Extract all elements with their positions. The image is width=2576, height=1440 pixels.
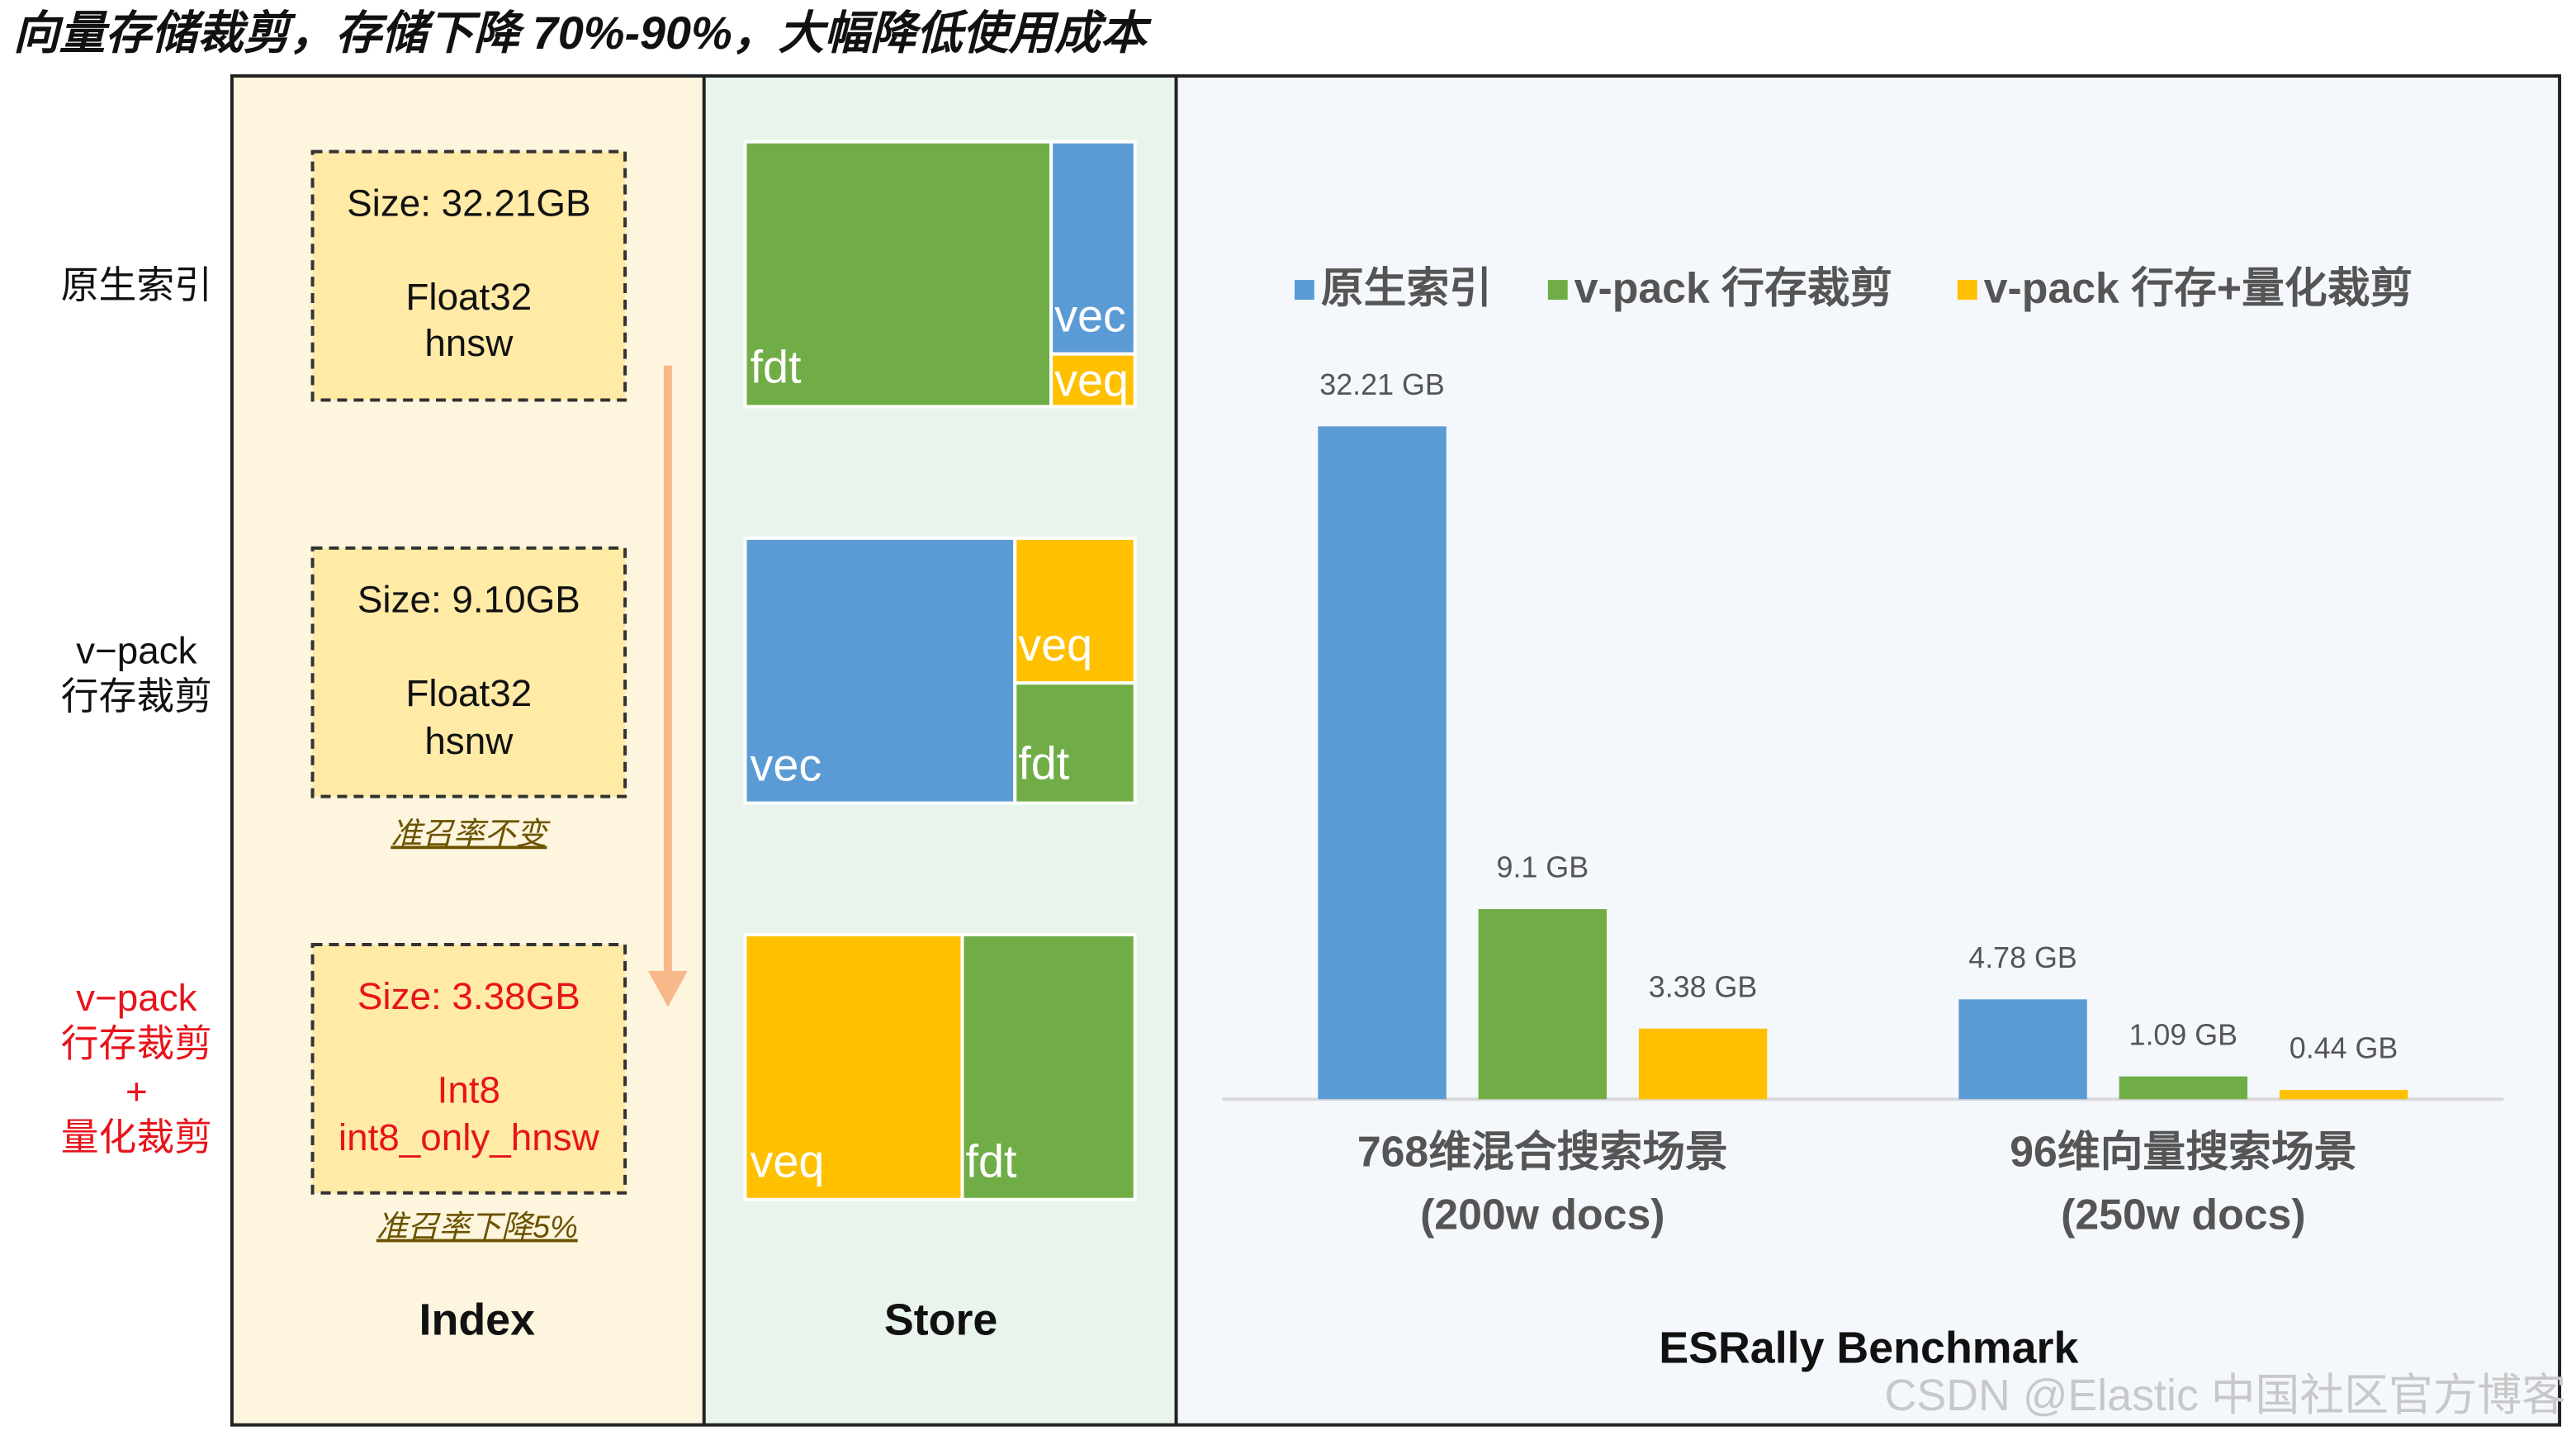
tile bbox=[743, 933, 964, 1201]
tile bbox=[960, 933, 1137, 1201]
tile-label: fdt bbox=[966, 1136, 1018, 1187]
row-label: 原生索引 bbox=[61, 264, 212, 306]
tile bbox=[743, 140, 1054, 409]
legend-label: v-pack 行存裁剪 bbox=[1574, 264, 1893, 312]
value-label: 4.78 GB bbox=[1968, 941, 2077, 974]
row-label: v−pack bbox=[76, 629, 197, 671]
bar bbox=[1958, 999, 2087, 1100]
format: Int8 bbox=[438, 1068, 500, 1111]
legend-swatch bbox=[1294, 280, 1314, 300]
tile-label: fdt bbox=[751, 341, 803, 392]
value-label: 32.21 GB bbox=[1319, 368, 1445, 401]
note: 准召率下降5% bbox=[376, 1210, 578, 1245]
legend-swatch bbox=[1547, 280, 1568, 300]
x-tick-label: 768维混合搜索场景 bbox=[1357, 1128, 1728, 1176]
tile bbox=[1013, 681, 1137, 805]
panel-label: Index bbox=[419, 1295, 536, 1344]
legend-swatch bbox=[1957, 280, 1977, 300]
bar bbox=[1478, 909, 1608, 1100]
format: Float32 bbox=[405, 672, 532, 714]
row-label: v−pack bbox=[76, 977, 197, 1019]
tile-label: veq bbox=[751, 1136, 825, 1187]
tile-label: veq bbox=[1054, 354, 1129, 405]
row-label: 量化裁剪 bbox=[61, 1116, 212, 1158]
algorithm: hsnw bbox=[424, 720, 514, 762]
size: Size: 9.10GB bbox=[358, 579, 580, 621]
algorithm: hnsw bbox=[424, 322, 514, 364]
size: Size: 3.38GB bbox=[358, 975, 580, 1017]
index-box bbox=[310, 942, 627, 1195]
value-label: 3.38 GB bbox=[1649, 970, 1758, 1003]
bar bbox=[2119, 1076, 2248, 1100]
algorithm: int8_only_hnsw bbox=[339, 1116, 600, 1158]
tile bbox=[1013, 536, 1137, 685]
tile bbox=[743, 536, 1017, 805]
value-label: 9.1 GB bbox=[1497, 851, 1589, 884]
watermark: CSDN @Elastic 中国社区官方博客 bbox=[1885, 1371, 2567, 1420]
index-box bbox=[310, 546, 627, 798]
legend-label: v-pack 行存+量化裁剪 bbox=[1984, 264, 2413, 312]
value-label: 0.44 GB bbox=[2290, 1032, 2398, 1065]
outer-frame bbox=[230, 74, 2562, 1427]
tile bbox=[1049, 352, 1137, 409]
title: 向量存储裁剪，存储下降 70%-90%，大幅降低使用成本 bbox=[13, 7, 1153, 59]
tile-label: veq bbox=[1018, 619, 1092, 670]
bar bbox=[2279, 1090, 2408, 1100]
tile-label: fdt bbox=[1018, 738, 1070, 789]
x-tick-label: (250w docs) bbox=[2061, 1190, 2306, 1238]
bar bbox=[1318, 426, 1447, 1100]
size: Size: 32.21GB bbox=[347, 182, 590, 225]
format: Float32 bbox=[405, 276, 532, 318]
treemap bbox=[743, 140, 1137, 1201]
row-label: + bbox=[125, 1070, 148, 1112]
index-box bbox=[310, 149, 627, 402]
row-label: 行存裁剪 bbox=[61, 675, 212, 718]
panel-label: Store bbox=[884, 1295, 997, 1344]
arrow-head bbox=[647, 970, 688, 1007]
bar bbox=[1638, 1028, 1768, 1100]
x-tick-label: (200w docs) bbox=[1420, 1190, 1665, 1238]
x-tick-label: 96维向量搜索场景 bbox=[2010, 1128, 2356, 1176]
tile-label: vec bbox=[751, 740, 822, 791]
note: 准召率不变 bbox=[391, 817, 551, 851]
tile-label: vec bbox=[1054, 291, 1126, 342]
value-label: 1.09 GB bbox=[2129, 1018, 2238, 1051]
row-label: 行存裁剪 bbox=[61, 1023, 212, 1065]
legend-label: 原生索引 bbox=[1321, 264, 1492, 312]
chart-title: ESRally Benchmark bbox=[1659, 1323, 2078, 1372]
